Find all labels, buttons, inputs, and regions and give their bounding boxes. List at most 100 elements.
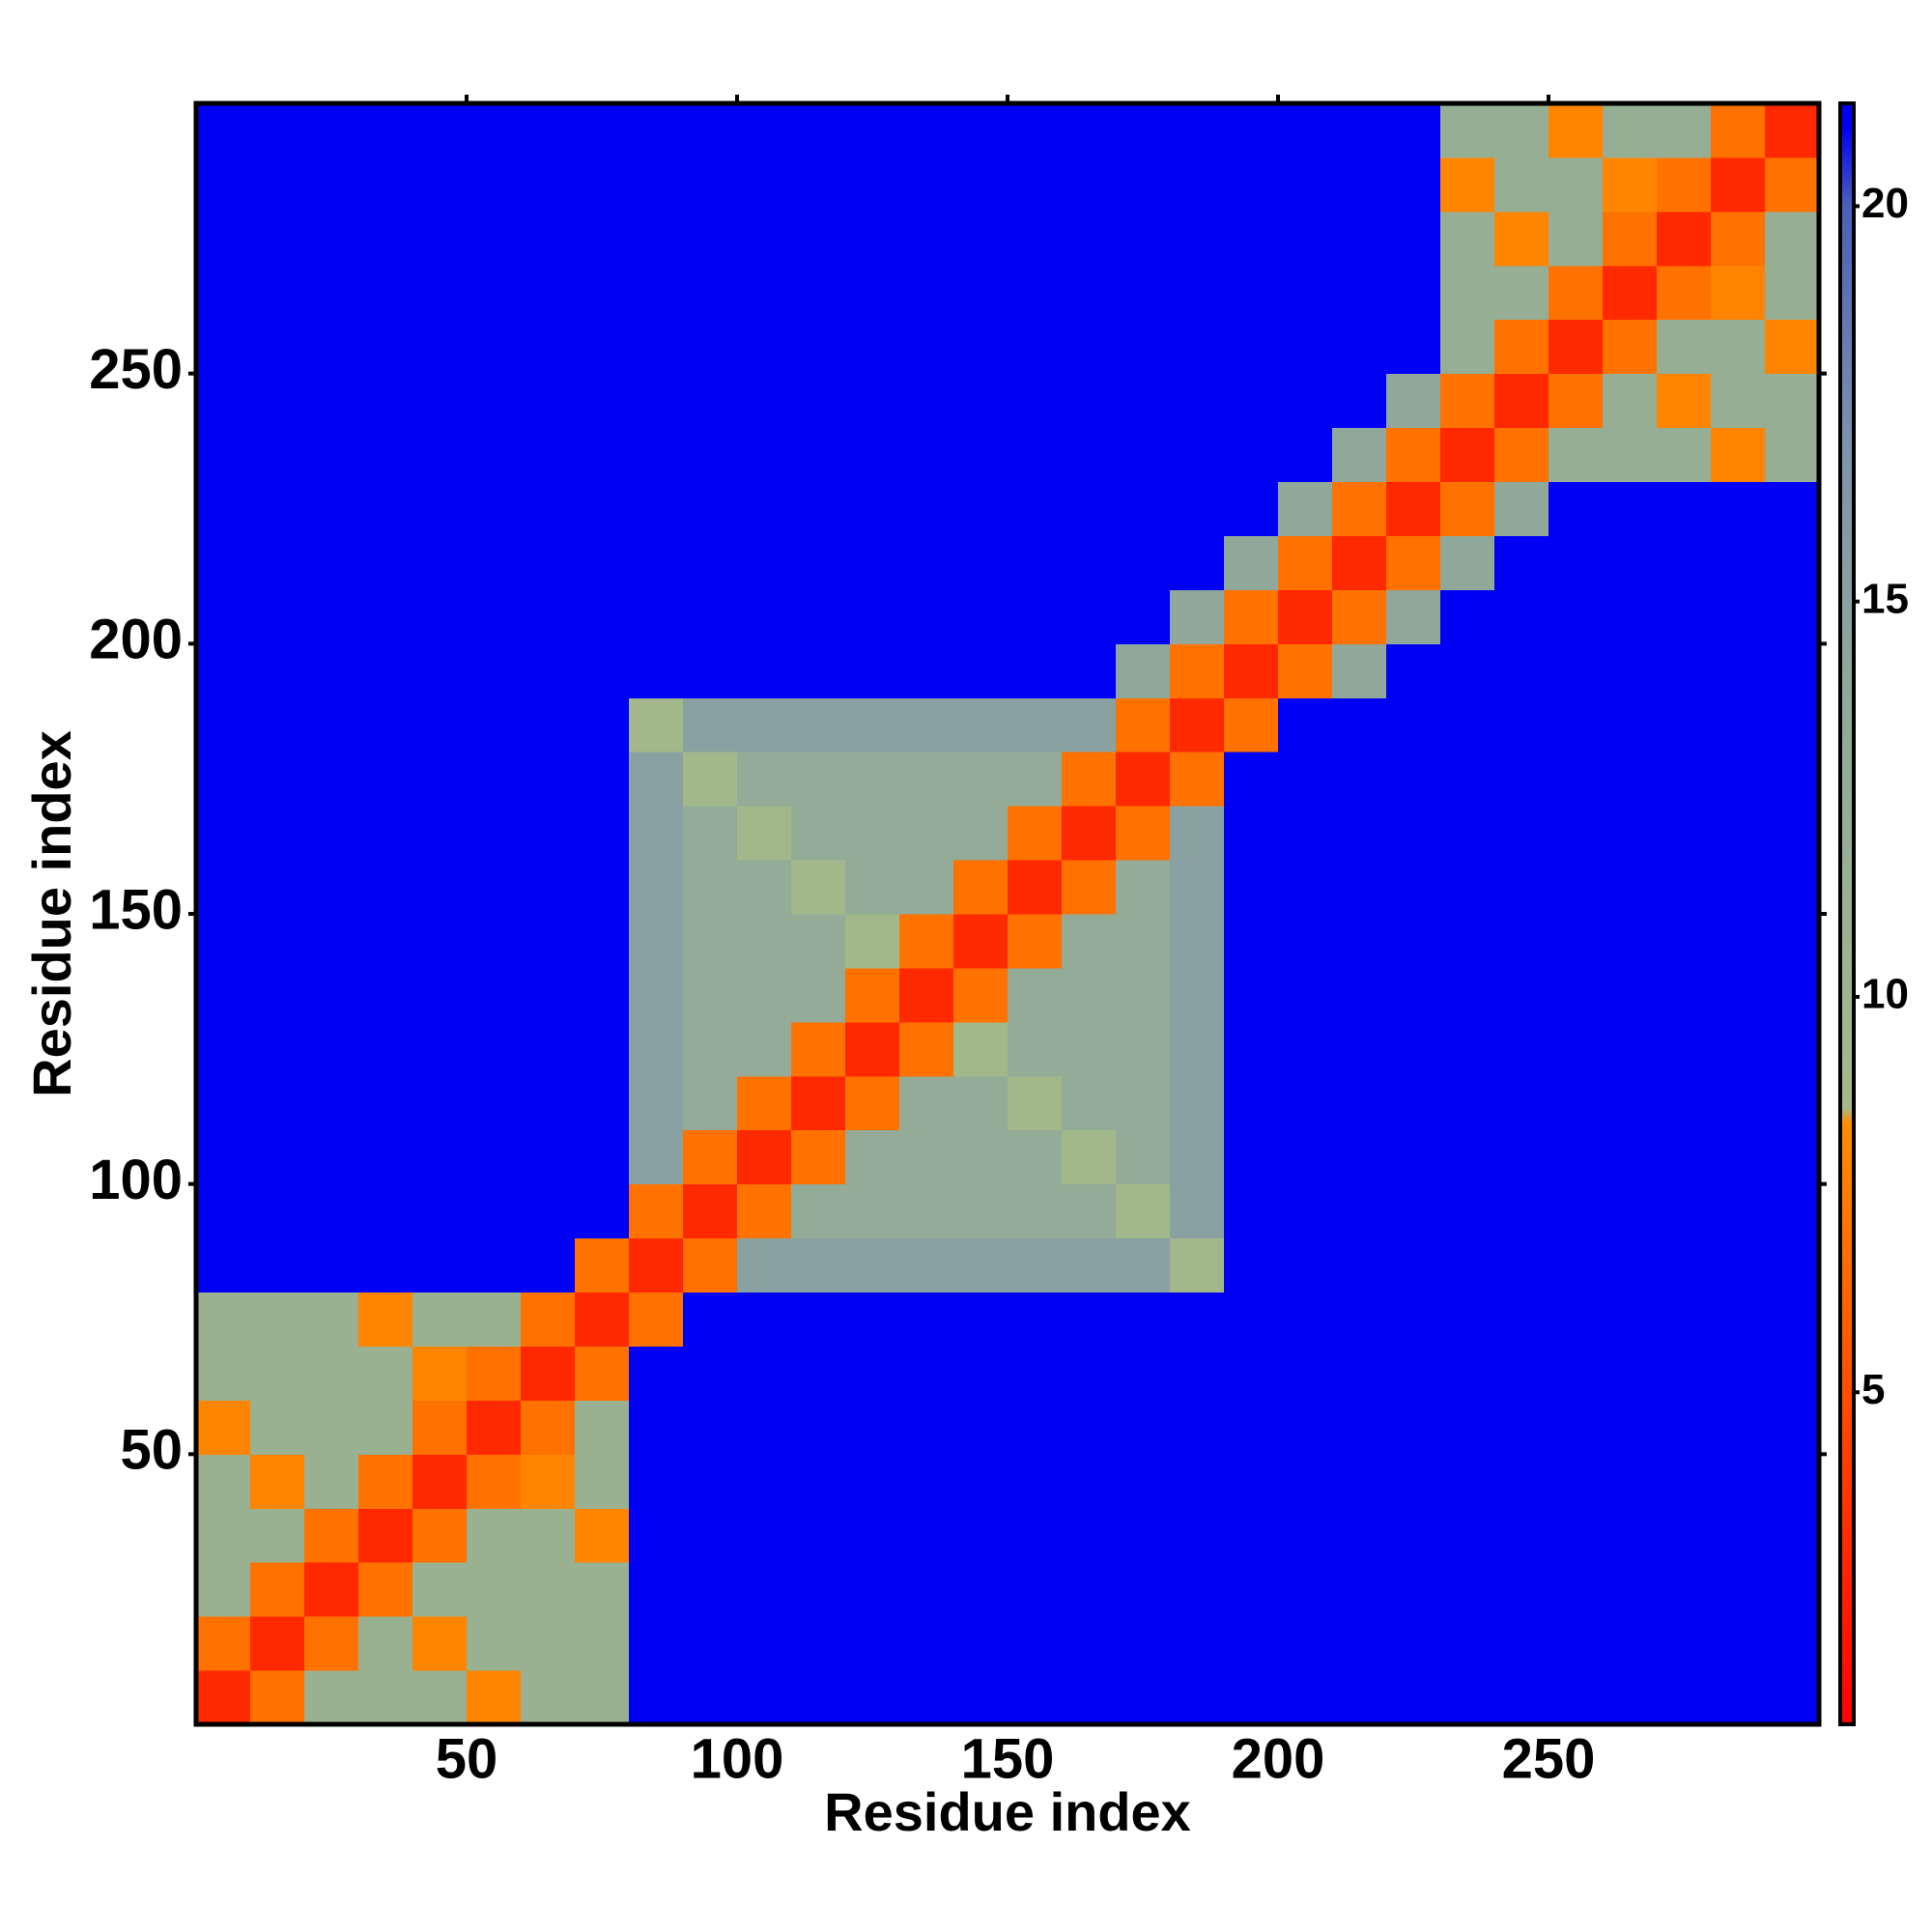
heatmap-cell: [1603, 1129, 1658, 1185]
colorbar-tick-label: 15: [1861, 575, 1909, 622]
heatmap-cell: [467, 1670, 522, 1725]
heatmap-cell: [1765, 1129, 1820, 1185]
heatmap-cell: [629, 1346, 684, 1401]
heatmap-cell: [304, 752, 359, 807]
heatmap-cell: [196, 1237, 251, 1293]
colorbar: [1838, 101, 1856, 1726]
heatmap-cell: [1386, 1346, 1441, 1401]
heatmap-cell: [1765, 1562, 1820, 1617]
heatmap-cell: [1386, 103, 1441, 158]
heatmap-cell: [304, 1183, 359, 1239]
heatmap-cell: [1440, 1562, 1495, 1617]
heatmap-cell: [304, 103, 359, 158]
heatmap-cell: [250, 427, 305, 483]
heatmap-cell: [845, 427, 900, 483]
heatmap-cell: [953, 967, 1009, 1023]
heatmap-cell: [1494, 1237, 1549, 1293]
heatmap-cell: [737, 1237, 792, 1293]
heatmap-cell: [1711, 914, 1766, 969]
heatmap-cell: [1116, 589, 1171, 644]
heatmap-cell: [737, 697, 792, 753]
heatmap-cell: [953, 914, 1009, 969]
heatmap-cell: [1332, 373, 1387, 429]
heatmap-cell: [1170, 156, 1225, 213]
heatmap-cell: [358, 1454, 413, 1509]
heatmap-cell: [304, 1670, 359, 1725]
heatmap-cell: [791, 1616, 846, 1671]
heatmap-cell: [1657, 535, 1712, 590]
heatmap-cell: [1494, 481, 1549, 536]
heatmap-cell: [1332, 1021, 1387, 1077]
heatmap-cell: [629, 1075, 684, 1131]
heatmap-cell: [1548, 265, 1604, 321]
heatmap-cell: [1062, 156, 1117, 213]
heatmap-cell: [196, 481, 251, 536]
heatmap-cell: [1494, 1021, 1549, 1077]
heatmap-cell: [1548, 373, 1604, 429]
heatmap-cell: [412, 1400, 468, 1455]
heatmap-cell: [1116, 103, 1171, 158]
heatmap-cell: [1711, 103, 1766, 158]
heatmap-cell: [899, 211, 954, 267]
heatmap-cell: [304, 967, 359, 1023]
heatmap-cell: [1224, 427, 1279, 483]
heatmap-cell: [1386, 1670, 1441, 1725]
heatmap-cell: [1062, 1183, 1117, 1239]
heatmap-cell: [1332, 697, 1387, 753]
heatmap-cell: [467, 1508, 522, 1563]
heatmap-cell: [1711, 1183, 1766, 1239]
heatmap-cell: [1603, 1454, 1658, 1509]
heatmap-cell: [358, 589, 413, 644]
heatmap-cell: [467, 481, 522, 536]
heatmap-cell: [250, 914, 305, 969]
heatmap-cell: [575, 643, 630, 698]
heatmap-cell: [791, 156, 846, 213]
heatmap-cell: [521, 373, 576, 429]
heatmap-cell: [196, 1346, 251, 1401]
heatmap-cell: [1603, 1616, 1658, 1671]
heatmap-cell: [899, 103, 954, 158]
heatmap-cell: [1008, 1400, 1063, 1455]
heatmap-cell: [791, 967, 846, 1023]
heatmap-cell: [1603, 103, 1658, 158]
heatmap-cell: [1440, 427, 1495, 483]
heatmap-cell: [1765, 156, 1820, 213]
heatmap-cell: [412, 1292, 468, 1347]
heatmap-cell: [250, 1508, 305, 1563]
heatmap-cell: [521, 1346, 576, 1401]
heatmap-cell: [1170, 1183, 1225, 1239]
heatmap-cell: [737, 1454, 792, 1509]
heatmap-cell: [1711, 1075, 1766, 1131]
heatmap-cell: [1657, 1616, 1712, 1671]
heatmap-cell: [304, 427, 359, 483]
heatmap-cell: [358, 643, 413, 698]
heatmap-cell: [1332, 589, 1387, 644]
heatmap-cell: [629, 265, 684, 321]
heatmap-cell: [250, 697, 305, 753]
heatmap-cell: [1170, 1129, 1225, 1185]
heatmap-cell: [1278, 589, 1333, 644]
heatmap-cell: [1386, 967, 1441, 1023]
heatmap-cell: [1386, 1129, 1441, 1185]
heatmap-cell: [412, 1346, 468, 1401]
heatmap-cell: [737, 1670, 792, 1725]
heatmap-cell: [899, 319, 954, 375]
heatmap-cell: [1332, 806, 1387, 861]
heatmap-cell: [521, 860, 576, 915]
heatmap-cell: [412, 643, 468, 698]
heatmap-cell: [1440, 1237, 1495, 1293]
heatmap-cell: [845, 1670, 900, 1725]
heatmap-cell: [899, 1237, 954, 1293]
heatmap-cell: [521, 265, 576, 321]
heatmap-cell: [1062, 1670, 1117, 1725]
heatmap-cell: [575, 1346, 630, 1401]
heatmap-cell: [629, 1616, 684, 1671]
heatmap-cell: [1062, 860, 1117, 915]
heatmap-cell: [1657, 589, 1712, 644]
heatmap-cell: [1765, 535, 1820, 590]
heatmap-cell: [791, 1237, 846, 1293]
heatmap-cell: [358, 1292, 413, 1347]
heatmap-cell: [953, 1454, 1009, 1509]
heatmap-cell: [575, 319, 630, 375]
heatmap-cell: [1386, 1454, 1441, 1509]
